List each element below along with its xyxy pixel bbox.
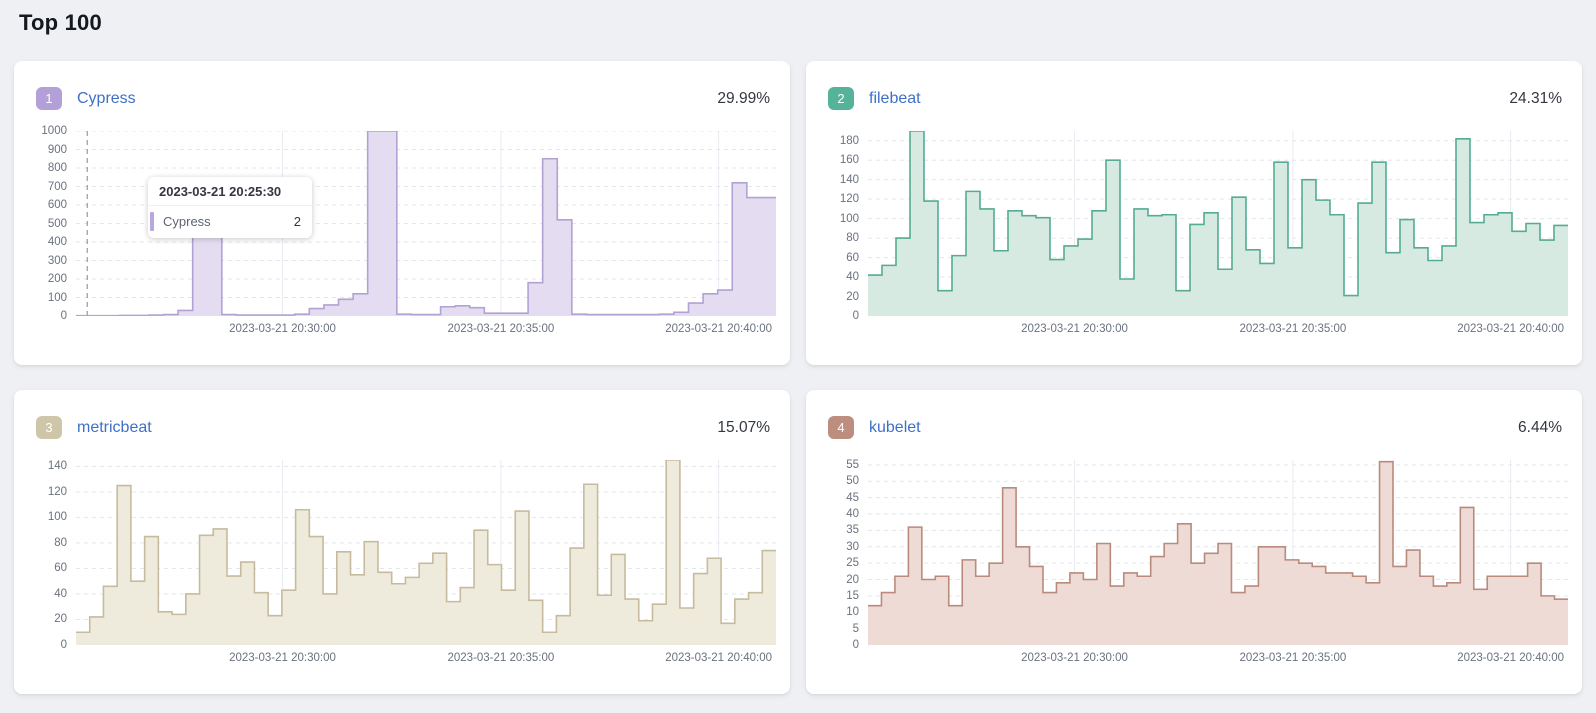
x-axis: 2023-03-21 20:30:00 2023-03-21 20:35:00 20… (868, 316, 1568, 338)
rank-badge: 2 (828, 87, 854, 110)
page: Top 100 1 Cypress 29.99% 0 100 200 300 400 50… (14, 10, 1582, 694)
chart-card-metricbeat: 3 metricbeat 15.07% 0 20 40 60 80 100 120 140 2… (14, 390, 790, 694)
y-tick-label: 15 (846, 589, 859, 602)
cards-grid: 1 Cypress 29.99% 0 100 200 300 400 500 600 700 8… (14, 61, 1582, 694)
y-tick-label: 100 (839, 212, 859, 225)
y-tick-label: 20 (54, 613, 67, 626)
x-tick-label: 2023-03-21 20:35:00 (1239, 323, 1347, 335)
y-tick-label: 20 (846, 290, 859, 303)
tooltip-series-marker (150, 212, 154, 231)
percent-value: 29.99% (717, 89, 770, 107)
y-tick-label: 50 (846, 475, 859, 488)
card-header: 3 metricbeat 15.07% (30, 416, 776, 439)
y-tick-label: 100 (47, 511, 67, 524)
series-name-link[interactable]: Cypress (77, 89, 136, 107)
card-header: 1 Cypress 29.99% (30, 87, 776, 110)
y-tick-label: 45 (846, 491, 859, 504)
y-tick-label: 700 (47, 180, 67, 193)
card-header: 4 kubelet 6.44% (822, 416, 1568, 439)
x-tick-label: 2023-03-21 20:40:00 (665, 652, 772, 664)
y-tick-label: 10 (846, 606, 859, 619)
y-tick-label: 1000 (41, 125, 67, 137)
rank-badge: 3 (36, 416, 62, 439)
y-tick-label: 5 (852, 622, 859, 635)
y-tick-label: 100 (47, 291, 67, 304)
chart-card-kubelet: 4 kubelet 6.44% 0 5 10 15 20 25 30 35 40 45 50 55 2… (806, 390, 1582, 694)
chart-tooltip: 2023-03-21 20:25:30 Cypress 2 (148, 177, 312, 238)
percent-value: 15.07% (717, 418, 770, 436)
y-tick-label: 25 (846, 557, 859, 570)
tooltip-series-name: Cypress (163, 214, 211, 229)
y-tick-label: 400 (47, 236, 67, 248)
y-axis: 0 20 40 60 80 100 120 140 160 180 (822, 131, 868, 322)
chart-metricbeat: 0 20 40 60 80 100 120 140 (30, 460, 776, 651)
y-tick-label: 160 (839, 154, 859, 167)
y-tick-label: 35 (846, 524, 859, 537)
x-tick-label: 2023-03-21 20:40:00 (1457, 323, 1564, 335)
percent-value: 6.44% (1518, 418, 1562, 436)
chart-card-cypress: 1 Cypress 29.99% 0 100 200 300 400 500 600 700 8… (14, 61, 790, 365)
y-tick-label: 60 (846, 251, 859, 264)
series-name-link[interactable]: kubelet (869, 418, 921, 436)
y-tick-label: 0 (852, 639, 859, 651)
card-header: 2 filebeat 24.31% (822, 87, 1568, 110)
y-tick-label: 30 (846, 540, 859, 553)
y-axis: 0 20 40 60 80 100 120 140 (30, 460, 76, 651)
y-tick-label: 0 (60, 639, 67, 651)
plot-area[interactable] (76, 460, 776, 645)
y-tick-label: 180 (839, 134, 859, 147)
series-name-link[interactable]: filebeat (869, 89, 921, 107)
y-axis: 0 5 10 15 20 25 30 35 40 45 50 55 (822, 458, 868, 651)
plot-area[interactable] (868, 131, 1568, 316)
chart-filebeat: 0 20 40 60 80 100 120 140 160 180 (822, 131, 1568, 322)
x-tick-label: 2023-03-21 20:30:00 (1021, 323, 1128, 335)
y-tick-label: 140 (839, 173, 859, 186)
x-tick-label: 2023-03-21 20:35:00 (1239, 652, 1347, 664)
rank-badge: 4 (828, 416, 854, 439)
page-title: Top 100 (19, 10, 102, 35)
x-tick-label: 2023-03-21 20:30:00 (229, 323, 336, 335)
y-tick-label: 120 (47, 485, 67, 498)
y-tick-label: 40 (54, 587, 67, 600)
x-axis: 2023-03-21 20:30:00 2023-03-21 20:35:00 20… (868, 645, 1568, 667)
y-tick-label: 120 (839, 193, 859, 206)
y-tick-label: 800 (47, 162, 67, 174)
y-tick-label: 60 (54, 562, 67, 575)
chart-card-filebeat: 2 filebeat 24.31% 0 20 40 60 80 100 120 140 160 1… (806, 61, 1582, 365)
y-tick-label: 80 (846, 232, 859, 245)
y-tick-label: 20 (846, 573, 859, 586)
tooltip-row: Cypress 2 (148, 206, 312, 238)
plot-area[interactable] (868, 460, 1568, 645)
x-axis: 2023-03-21 20:30:00 2023-03-21 20:35:00 20… (76, 316, 776, 338)
y-tick-label: 200 (47, 273, 67, 285)
y-tick-label: 600 (47, 199, 67, 211)
y-tick-label: 80 (54, 536, 67, 549)
x-tick-label: 2023-03-21 20:30:00 (1021, 652, 1128, 664)
y-tick-label: 55 (846, 458, 859, 471)
y-tick-label: 0 (60, 310, 67, 322)
x-tick-label: 2023-03-21 20:40:00 (665, 323, 772, 335)
chart-cypress: 0 100 200 300 400 500 600 700 800 900 1000 2023-03… (30, 125, 776, 322)
y-tick-label: 40 (846, 508, 859, 521)
x-axis: 2023-03-21 20:30:00 2023-03-21 20:35:00 20… (76, 645, 776, 667)
y-tick-label: 500 (47, 217, 67, 230)
rank-badge: 1 (36, 87, 62, 110)
tooltip-value: 2 (293, 214, 301, 229)
y-tick-label: 300 (47, 254, 67, 267)
y-tick-label: 0 (852, 310, 859, 322)
y-tick-label: 40 (846, 271, 859, 284)
y-tick-label: 140 (47, 460, 67, 473)
tooltip-timestamp: 2023-03-21 20:25:30 (148, 177, 312, 206)
series-name-link[interactable]: metricbeat (77, 418, 152, 436)
x-tick-label: 2023-03-21 20:40:00 (1457, 652, 1564, 664)
y-tick-label: 900 (47, 143, 67, 156)
chart-kubelet: 0 5 10 15 20 25 30 35 40 45 50 55 (822, 458, 1568, 651)
y-axis: 0 100 200 300 400 500 600 700 800 900 1000 (30, 125, 76, 322)
x-tick-label: 2023-03-21 20:35:00 (447, 652, 555, 664)
x-tick-label: 2023-03-21 20:30:00 (229, 652, 336, 664)
percent-value: 24.31% (1509, 89, 1562, 107)
x-tick-label: 2023-03-21 20:35:00 (447, 323, 555, 335)
